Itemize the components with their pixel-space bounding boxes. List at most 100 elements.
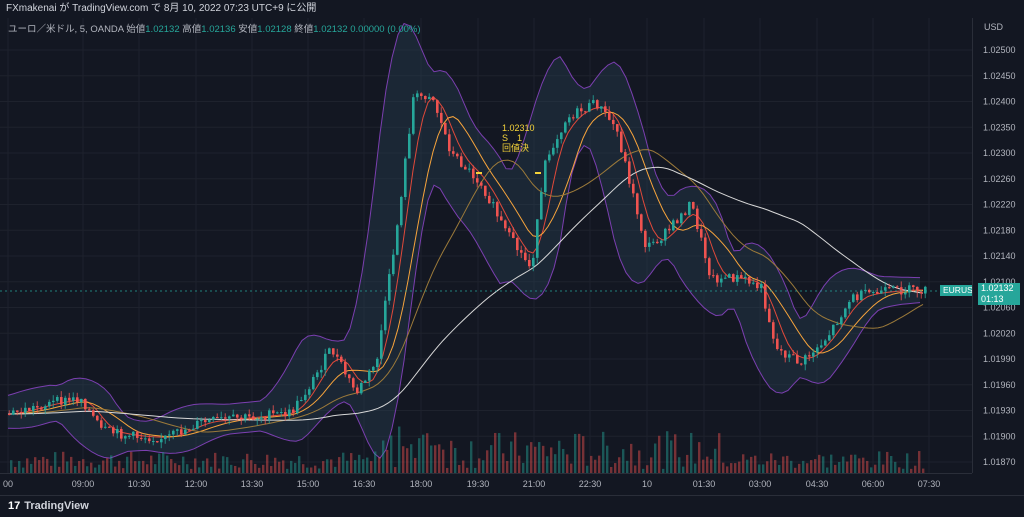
candle-body (512, 232, 515, 238)
volume-bar (674, 434, 677, 473)
volume-bar (550, 447, 553, 473)
candle-body (468, 168, 471, 170)
candle-body (832, 324, 835, 336)
candle-body (108, 426, 111, 428)
volume-bar (798, 463, 801, 473)
candle-body (908, 285, 911, 293)
time-axis[interactable]: 00 09:00 10:30 12:00 13:30 15:00 16:30 18:00 19:… (0, 473, 972, 496)
volume-bar (286, 468, 289, 473)
volume-bar (330, 459, 333, 473)
candle-body (168, 434, 171, 436)
price-tick-label: 1.02180 (983, 225, 1016, 235)
volume-bar (518, 455, 521, 473)
volume-bar (482, 460, 485, 473)
volume-bar (498, 433, 501, 473)
chart-annotation[interactable]: 1.02310 S 1 回値決 (502, 123, 535, 153)
volume-bar (566, 454, 569, 473)
volume-bar (94, 467, 97, 473)
candle-body (68, 397, 71, 401)
candle-body (612, 119, 615, 125)
candle-body (216, 417, 219, 419)
volume-bar (682, 466, 685, 473)
candle-body (20, 411, 23, 413)
currency-label: USD (984, 22, 1004, 32)
candle-body (916, 286, 919, 292)
volume-bar (254, 463, 257, 473)
chart-pane[interactable] (0, 18, 972, 473)
candle-body (616, 124, 619, 132)
volume-bar (302, 464, 305, 473)
candle-body (660, 240, 663, 244)
volume-bar (754, 455, 757, 473)
volume-bar (494, 432, 497, 473)
candle-body (676, 220, 679, 224)
candle-body (328, 348, 331, 354)
volume-bar (450, 440, 453, 473)
volume-bar (698, 442, 701, 473)
volume-bar (918, 451, 921, 473)
volume-bar (10, 460, 13, 473)
legend-open-value: 1.02132 (145, 24, 180, 35)
legend-symbol: ユーロ／米ドル, 5, OANDA (8, 24, 124, 35)
volume-bar (838, 462, 841, 473)
candle-body (396, 225, 399, 255)
candle-body (480, 182, 483, 186)
candle-body (344, 362, 347, 375)
candle-body (840, 317, 843, 325)
volume-bar (722, 462, 725, 473)
candle-body (184, 429, 187, 435)
volume-bar (190, 468, 193, 473)
candle-body (280, 412, 283, 413)
candle-body (784, 350, 787, 358)
volume-bar (338, 457, 341, 473)
volume-bar (626, 460, 629, 473)
candle-body (768, 308, 771, 323)
price-chart[interactable] (0, 18, 972, 473)
candle-body (488, 195, 491, 204)
candle-body (548, 154, 551, 161)
candle-body (552, 147, 555, 155)
candle-body (792, 354, 795, 356)
volume-bar (834, 464, 837, 473)
volume-bar (374, 451, 377, 473)
volume-bar (582, 436, 585, 473)
candle-body (256, 418, 259, 420)
volume-bar (534, 446, 537, 473)
volume-bar (866, 460, 869, 473)
candle-body (680, 213, 683, 224)
price-axis[interactable]: 1.02500 1.02450 1.02400 1.02350 1.02300 1.022… (972, 18, 1024, 473)
candle-body (160, 439, 163, 443)
candle-body (728, 274, 731, 278)
candle-body (332, 348, 335, 355)
volume-bar (474, 467, 477, 473)
volume-bar (78, 460, 81, 473)
volume-bar (274, 457, 277, 473)
volume-bar (322, 461, 325, 473)
volume-bar (914, 465, 917, 473)
volume-bar (434, 445, 437, 473)
volume-bar (850, 454, 853, 473)
candle-body (336, 354, 339, 357)
tradingview-logo[interactable]: 17 TradingView (8, 500, 89, 512)
publish-text: FXmakenai が TradingView.com で 8月 10, 202… (6, 3, 317, 14)
volume-bar (466, 467, 469, 473)
price-tick-label: 1.01900 (983, 431, 1016, 441)
candle-body (452, 151, 455, 154)
volume-bar (74, 465, 77, 473)
volume-bar (310, 467, 313, 473)
candle-body (800, 363, 803, 365)
candle-body (884, 287, 887, 291)
candle-body (472, 168, 475, 179)
volume-bar (234, 465, 237, 473)
candle-body (672, 220, 675, 231)
candle-body (148, 438, 151, 442)
volume-bar (166, 455, 169, 473)
price-tick-label: 1.02100 (983, 277, 1016, 287)
volume-bar (510, 441, 513, 473)
volume-bar (842, 456, 845, 473)
volume-bar (278, 461, 281, 473)
candle-body (572, 117, 575, 119)
price-tick-label: 1.02140 (983, 251, 1016, 261)
volume-bar (598, 455, 601, 473)
candle-body (80, 398, 83, 402)
